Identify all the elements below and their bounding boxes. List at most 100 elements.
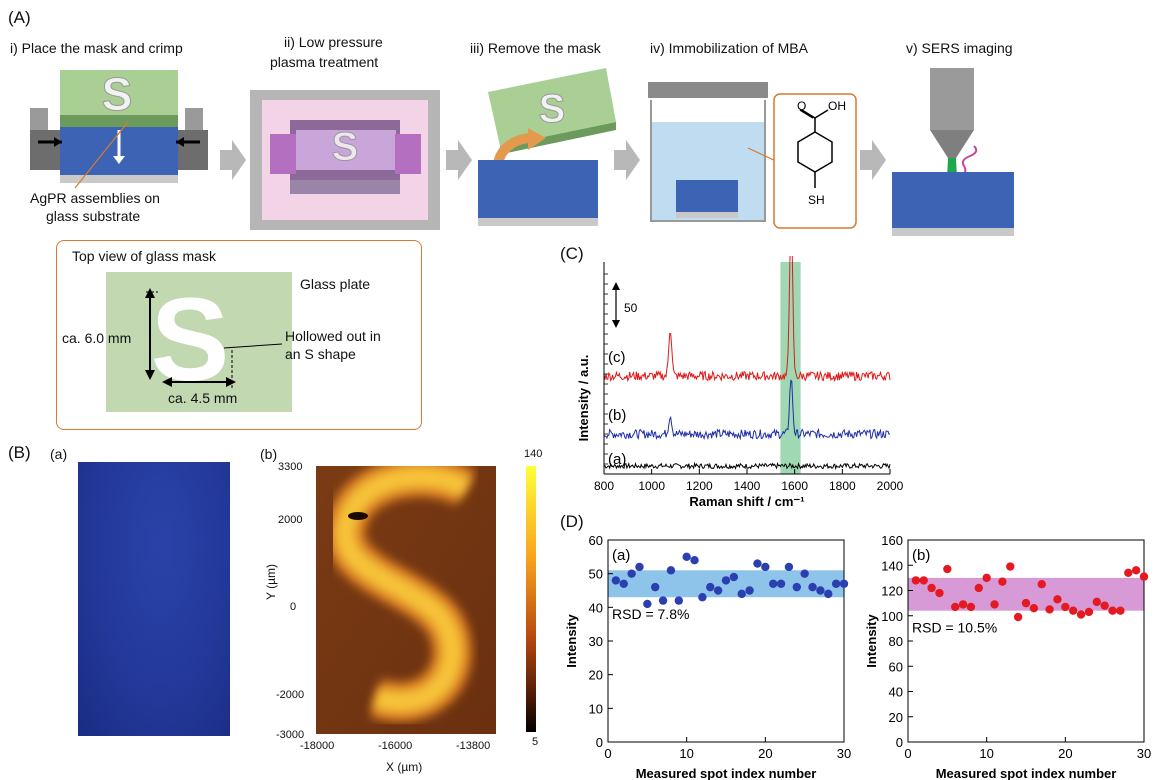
y-tick-label: 40 (889, 685, 903, 700)
data-point (831, 579, 841, 588)
rsd-label: RSD = 10.5% (912, 620, 997, 636)
x-tick-label: 10 (979, 746, 993, 761)
y-tick-5: -3000 (276, 729, 305, 741)
data-point (761, 562, 770, 572)
data-point (958, 600, 968, 609)
data-point (911, 576, 921, 585)
panel-b-sub-b: (b) (260, 446, 278, 462)
data-point (1069, 606, 1078, 615)
data-point (1053, 595, 1062, 604)
step-2-illustration: S (250, 90, 440, 230)
data-point (737, 589, 746, 599)
data-point (1013, 612, 1023, 622)
mask-letter-3: S (539, 87, 566, 131)
y-tick-label: 10 (589, 701, 603, 716)
plot-frame (607, 539, 845, 743)
data-point (651, 582, 660, 592)
substrate-label-line2: glass substrate (46, 208, 141, 224)
optical-image (78, 462, 230, 736)
molecule-oh: OH (828, 99, 846, 113)
raman-x-tick: 1400 (734, 479, 761, 493)
y-tick-label: 0 (596, 735, 603, 750)
y-tick-label: 30 (589, 634, 603, 649)
y-tick-label: 100 (881, 609, 903, 624)
spectrum-label: (b) (608, 407, 626, 424)
y-tick-3: 0 (290, 601, 297, 613)
arrow-icon (220, 140, 246, 180)
spectrum-line (603, 256, 891, 383)
y-tick-label: 140 (881, 558, 903, 573)
data-point (666, 566, 676, 575)
data-point (998, 577, 1007, 586)
raman-x-tick: 2000 (877, 479, 904, 493)
inset-title: Top view of glass mask (72, 248, 216, 264)
mask-letter-2: S (332, 125, 359, 169)
data-point (769, 579, 778, 588)
molecule-o: O (797, 99, 806, 113)
chart-sub-label: (b) (912, 547, 930, 564)
data-point (698, 593, 707, 602)
arrow-icon (446, 140, 472, 180)
y-tick-4: -2000 (276, 689, 305, 701)
step-4-label: iv) Immobilization of MBA (650, 40, 808, 56)
data-point (721, 576, 731, 585)
y-tick-label: 20 (589, 668, 603, 683)
y-tick-label: 40 (589, 600, 603, 615)
data-point (729, 572, 739, 582)
colorbar-max: 140 (524, 448, 543, 460)
svg-text:S: S (151, 274, 230, 406)
inset-hollow-line2: an S shape (285, 346, 356, 362)
data-point (982, 573, 991, 583)
raman-x-tick: 800 (594, 479, 614, 493)
panel-d-letter: (D) (560, 512, 584, 531)
spectrum-line (603, 461, 891, 471)
data-point (1037, 579, 1046, 589)
data-point (753, 559, 762, 568)
data-point (611, 576, 621, 585)
data-point (1045, 605, 1054, 614)
y-tick-label: 120 (881, 584, 903, 599)
data-point (1139, 572, 1149, 581)
data-point (990, 600, 999, 609)
data-point (816, 586, 825, 595)
scale-bar-label: 50 (624, 301, 638, 315)
chart-sub-label: (a) (612, 547, 630, 564)
glass-mask-inset (56, 240, 422, 430)
y-tick-label: 80 (889, 634, 903, 649)
step-2-label-line1: ii) Low pressure (284, 34, 383, 50)
colorbar-min: 5 (532, 736, 539, 748)
y-tick-label: 60 (589, 533, 603, 548)
data-point (745, 586, 754, 595)
raman-x-label: Raman shift / cm⁻¹ (689, 494, 804, 506)
y-tick-label: 0 (896, 735, 903, 750)
raman-x-tick: 1200 (686, 479, 713, 493)
step-1-label: i) Place the mask and crimp (10, 40, 183, 56)
data-point (927, 583, 936, 593)
step-4-illustration: O OH SH (648, 82, 857, 229)
mask-letter: S (102, 68, 133, 120)
spectrum-label: (c) (608, 349, 626, 366)
data-point (619, 579, 628, 588)
inset-glass-plate: Glass plate (300, 276, 371, 292)
intensity-scatter-a: 0 10 20 30 40 50 60 0 10 20 30 (a) RSD = 7.8% Intensi… (564, 533, 851, 780)
data-point (951, 602, 960, 612)
panel-a-letter: (A) (8, 8, 31, 27)
inset-height: ca. 6.0 mm (62, 330, 132, 346)
y-tick-label: 60 (889, 659, 903, 674)
x-tick-label: 0 (604, 746, 611, 761)
data-point (792, 582, 801, 592)
step-3-label: iii) Remove the mask (470, 40, 601, 56)
highlight-band (780, 262, 801, 474)
step-3-illustration: S (478, 68, 616, 226)
data-point (1021, 598, 1031, 608)
rsd-label: RSD = 7.8% (612, 606, 689, 622)
y-tick-label: 160 (881, 533, 903, 548)
map-y-label: Y (µm) (264, 563, 278, 600)
substrate-label-line1: AgPR assemblies on (30, 190, 160, 206)
spectrum-label: (a) (608, 451, 626, 468)
x-tick-label: 10 (679, 746, 693, 761)
x-tick-1: -18000 (300, 740, 335, 752)
data-point (713, 586, 723, 595)
y-axis-label: Intensity (564, 614, 579, 668)
raman-x-tick: 1800 (829, 479, 856, 493)
